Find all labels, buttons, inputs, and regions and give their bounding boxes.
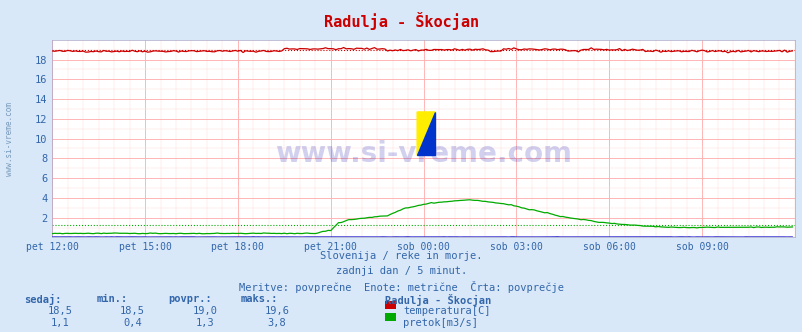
Text: 19,6: 19,6 — [264, 306, 290, 316]
Text: min.:: min.: — [96, 294, 128, 304]
Text: pretok[m3/s]: pretok[m3/s] — [403, 318, 477, 328]
Polygon shape — [416, 112, 435, 155]
Text: 19,0: 19,0 — [192, 306, 217, 316]
Text: 18,5: 18,5 — [47, 306, 73, 316]
Text: 3,8: 3,8 — [267, 318, 286, 328]
Text: 18,5: 18,5 — [119, 306, 145, 316]
Text: Radulja - Škocjan: Radulja - Škocjan — [323, 12, 479, 30]
Text: sedaj:: sedaj: — [24, 294, 62, 305]
Text: Meritve: povprečne  Enote: metrične  Črta: povprečje: Meritve: povprečne Enote: metrične Črta:… — [239, 281, 563, 292]
Text: zadnji dan / 5 minut.: zadnji dan / 5 minut. — [335, 266, 467, 276]
Text: temperatura[C]: temperatura[C] — [403, 306, 490, 316]
Text: 0,4: 0,4 — [123, 318, 142, 328]
Text: 1,3: 1,3 — [195, 318, 214, 328]
Text: www.si-vreme.com: www.si-vreme.com — [5, 103, 14, 176]
Text: 1,1: 1,1 — [51, 318, 70, 328]
Polygon shape — [416, 112, 435, 155]
Text: maks.:: maks.: — [241, 294, 278, 304]
Text: www.si-vreme.com: www.si-vreme.com — [275, 140, 571, 168]
Text: povpr.:: povpr.: — [168, 294, 212, 304]
Text: Radulja - Škocjan: Radulja - Škocjan — [385, 294, 491, 306]
Text: Slovenija / reke in morje.: Slovenija / reke in morje. — [320, 251, 482, 261]
